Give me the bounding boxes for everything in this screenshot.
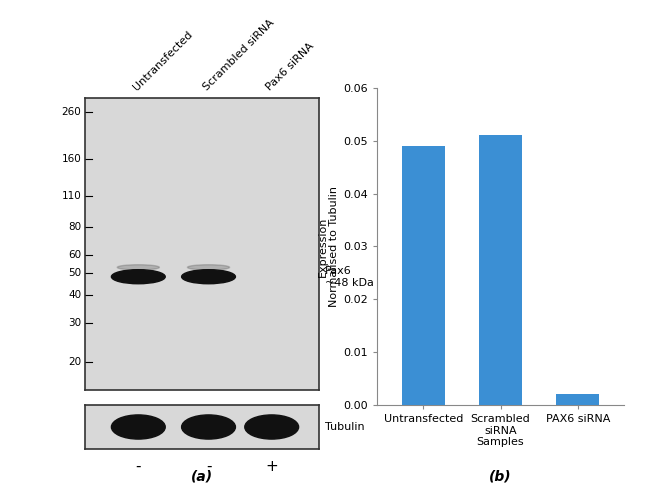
Ellipse shape bbox=[181, 415, 235, 439]
Text: Tubulin: Tubulin bbox=[325, 422, 365, 432]
Ellipse shape bbox=[111, 270, 165, 284]
Text: +: + bbox=[265, 459, 278, 473]
Text: 60: 60 bbox=[68, 250, 81, 260]
Ellipse shape bbox=[181, 270, 235, 284]
Text: 40: 40 bbox=[68, 289, 81, 300]
Y-axis label: Expression
Normalised to Tubulin: Expression Normalised to Tubulin bbox=[317, 186, 339, 307]
Text: 160: 160 bbox=[62, 154, 81, 164]
Text: -: - bbox=[136, 459, 141, 473]
Text: 80: 80 bbox=[68, 222, 81, 232]
Ellipse shape bbox=[245, 415, 298, 439]
Ellipse shape bbox=[187, 264, 229, 270]
Text: 260: 260 bbox=[62, 106, 81, 117]
Text: 20: 20 bbox=[68, 357, 81, 367]
Ellipse shape bbox=[117, 264, 159, 270]
Text: (b): (b) bbox=[489, 469, 512, 483]
Text: Untransfected: Untransfected bbox=[131, 29, 194, 93]
Text: 110: 110 bbox=[62, 191, 81, 201]
Text: 30: 30 bbox=[68, 318, 81, 327]
Text: 50: 50 bbox=[68, 268, 81, 278]
Text: Pax6 siRNA: Pax6 siRNA bbox=[265, 41, 316, 93]
Text: Scrambled siRNA: Scrambled siRNA bbox=[202, 18, 276, 93]
Bar bbox=[556, 394, 599, 405]
Ellipse shape bbox=[111, 415, 165, 439]
Bar bbox=[402, 146, 445, 405]
Text: -: - bbox=[206, 459, 211, 473]
Text: (a): (a) bbox=[190, 469, 213, 483]
Bar bbox=[479, 135, 522, 405]
Text: Pax6
~48 kDa: Pax6 ~48 kDa bbox=[325, 266, 374, 287]
